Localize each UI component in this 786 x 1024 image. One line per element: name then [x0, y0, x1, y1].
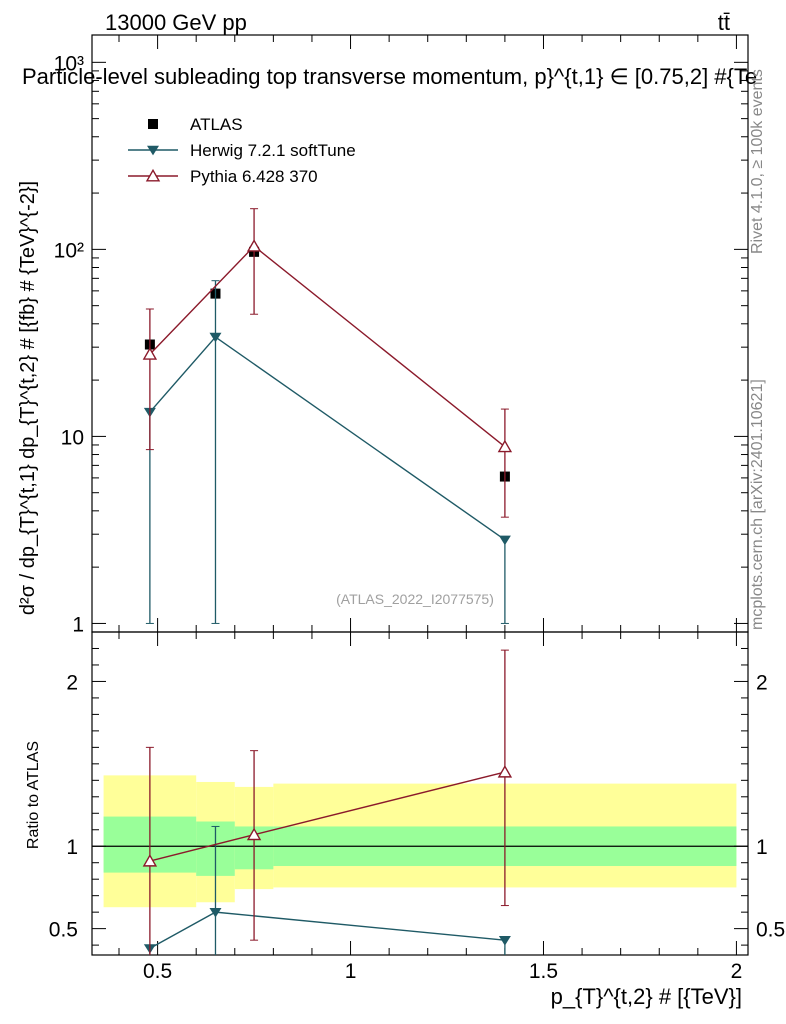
legend-marker-pythia-6-428-370 — [145, 168, 161, 182]
source-label: mcplots.cern.ch [arXiv:2401.10621] — [749, 379, 766, 630]
herwig-7-2-1-softtune-point — [498, 535, 511, 546]
x-tick-label: 2 — [731, 960, 743, 983]
ratio-panel: 0.5 1 1.5 2 0.5 0.5 1 1 2 2 — [49, 631, 785, 983]
ratio-y-axis-label: Ratio to ATLAS — [25, 741, 42, 849]
ratio-herwig-7-2-1-softtune-point — [209, 907, 222, 918]
legend-label-atlas: ATLAS — [190, 115, 243, 134]
ratio-y-tick-label: 2 — [66, 671, 78, 694]
ratio-y-tick-label-right: 2 — [756, 671, 768, 694]
ratio-pythia-6-428-370-point — [497, 764, 513, 778]
ratio-frame — [91, 631, 749, 956]
ratio-herwig-7-2-1-softtune-line — [149, 911, 505, 950]
energy-label: 13000 GeV pp — [105, 10, 247, 35]
legend-marker-herwig-7-2-1-softtune — [147, 145, 159, 156]
ratio-y-tick-label: 0.5 — [49, 919, 78, 942]
pythia-6-428-370-point — [497, 439, 513, 453]
main-panel: 1 10 10² 10³ ATLAS Herwig 7.2.1 softTune Pythi… — [54, 34, 749, 636]
ratio-y-tick-label: 1 — [66, 836, 78, 859]
rivet-label: Rivet 4.1.0, ≥ 100k events — [749, 69, 766, 254]
x-tick-label: 1.5 — [529, 960, 558, 983]
y-tick-label: 10³ — [54, 52, 84, 75]
x-tick-label: 0.5 — [143, 960, 172, 983]
pythia-6-428-370-point — [142, 347, 158, 360]
ratio-y-tick-label-right: 1 — [756, 836, 768, 859]
main-y-axis-label: d²σ / dp_{T}^{t,1} dp_{T}^{t,2} # [{fb} … — [17, 181, 39, 615]
plot-title: Particle-level subleading top transverse… — [22, 64, 757, 89]
herwig-7-2-1-softtune-line — [149, 336, 506, 541]
y-tick-label: 10 — [61, 426, 84, 449]
ratio-pythia-6-428-370-point — [246, 827, 262, 841]
herwig-7-2-1-softtune-point — [209, 332, 222, 343]
ratio-y-tick-label-right: 0.5 — [756, 919, 785, 942]
analysis-watermark: (ATLAS_2022_I2077575) — [336, 591, 494, 607]
x-tick-label: 1 — [345, 960, 357, 983]
x-axis-label: p_{T}^{t,2} # [{TeV}] — [551, 984, 742, 1009]
process-label: tt̄ — [718, 10, 730, 35]
legend-label-pythia-6-428-370: Pythia 6.428 370 — [190, 167, 318, 186]
legend-label-herwig-7-2-1-softtune: Herwig 7.2.1 softTune — [190, 141, 356, 160]
y-tick-label: 1 — [72, 613, 84, 636]
legend-marker-atlas — [148, 119, 158, 129]
pythia-6-428-370-line — [149, 245, 506, 448]
y-tick-label: 10² — [54, 239, 84, 262]
ratio-pythia-6-428-370-point — [142, 853, 158, 867]
pythia-6-428-370-point — [246, 239, 262, 252]
ratio-herwig-7-2-1-softtune-point — [498, 935, 511, 946]
